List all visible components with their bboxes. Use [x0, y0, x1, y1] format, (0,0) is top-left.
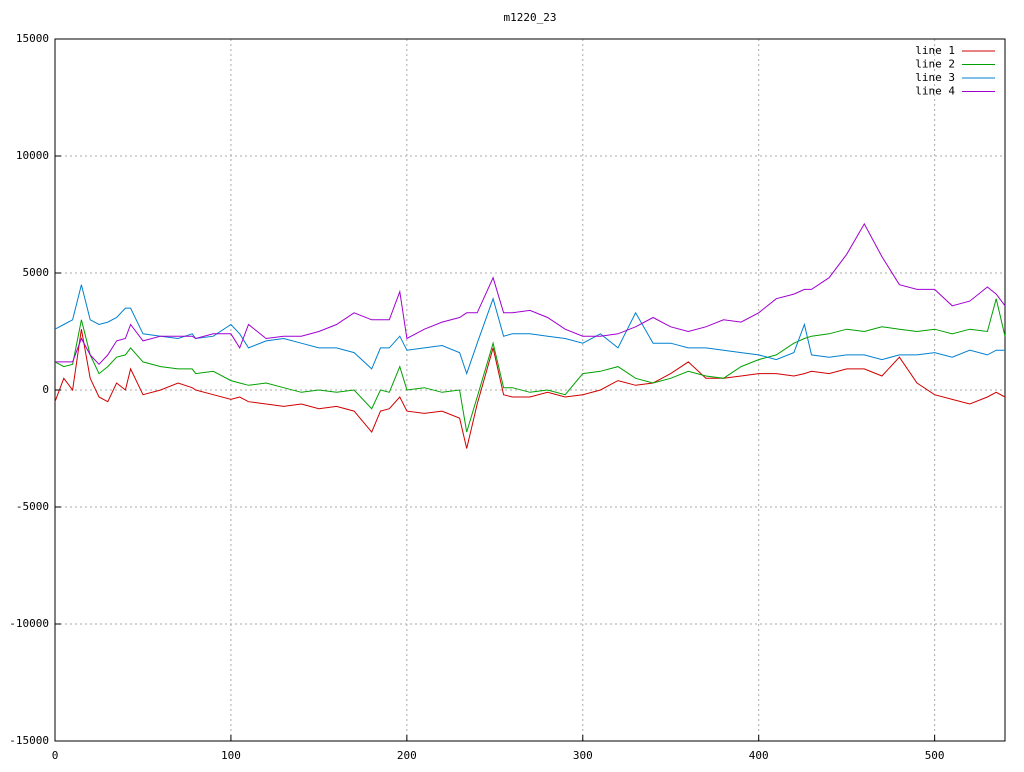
data-line: [55, 222, 1006, 366]
x-tick-label: 300: [573, 749, 593, 762]
x-tick-label: 100: [221, 749, 241, 762]
chart-title: m1220_23: [504, 11, 557, 24]
x-tick-label: 400: [749, 749, 769, 762]
y-tick-label: -5000: [16, 500, 49, 513]
y-tick-label: 5000: [23, 266, 50, 279]
data-line: [54, 298, 1006, 433]
y-tick-label: -10000: [9, 617, 49, 630]
x-tick-label: 0: [52, 749, 59, 762]
data-line: [54, 329, 1006, 449]
x-tick-label: 200: [397, 749, 417, 762]
y-tick-label: 0: [42, 383, 49, 396]
legend-label: line 4: [915, 85, 955, 98]
legend-label: line 3: [915, 71, 955, 84]
y-tick-label: 10000: [16, 149, 49, 162]
plot-frame: [54, 38, 1006, 742]
y-tick-label: -15000: [9, 734, 49, 747]
x-tick-label: 500: [925, 749, 945, 762]
legend-label: line 1: [915, 44, 955, 57]
y-tick-label: 15000: [16, 32, 49, 45]
legend-label: line 2: [915, 58, 955, 71]
